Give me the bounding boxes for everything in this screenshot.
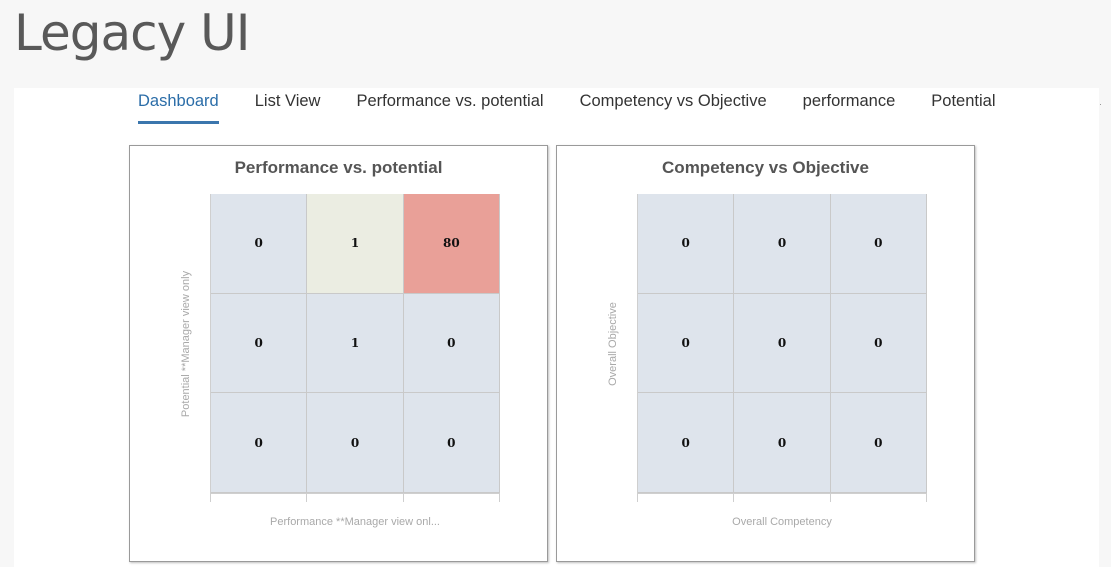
grid-cell[interactable]: 0 <box>638 393 735 493</box>
grid-cell[interactable]: 0 <box>211 293 308 394</box>
grid-cell[interactable]: 0 <box>211 194 308 294</box>
tab-list-view[interactable]: List View <box>254 92 321 110</box>
grid-cell[interactable]: 1 <box>307 194 404 294</box>
nine-box-grid: 0 1 80 0 1 0 0 0 0 <box>210 194 500 494</box>
grid-cell[interactable]: 0 <box>830 194 927 294</box>
grid-cell[interactable]: 80 <box>403 194 500 294</box>
grid-cell[interactable]: 1 <box>307 293 404 394</box>
x-axis-label: Performance **Manager view onl... <box>270 516 440 528</box>
grid-cell[interactable]: 0 <box>403 293 500 394</box>
tab-competency-vs-objective[interactable]: Competency vs Objective <box>579 92 767 110</box>
x-axis-ticks <box>637 494 927 502</box>
x-axis-ticks <box>210 494 500 502</box>
grid-cell[interactable]: 0 <box>734 393 831 493</box>
competency-vs-objective-card[interactable]: Competency vs Objective Overall Objectiv… <box>556 145 975 562</box>
tab-potential[interactable]: Potential <box>931 92 996 110</box>
grid-cell[interactable]: 0 <box>830 293 927 394</box>
nine-box-grid: 0 0 0 0 0 0 0 0 0 <box>637 194 927 494</box>
dashboard-panel: Dashboard List View Performance vs. pote… <box>14 88 1101 567</box>
grid-cell[interactable]: 0 <box>638 194 735 294</box>
grid-cell[interactable]: 0 <box>734 293 831 394</box>
page-title: Legacy UI <box>14 4 250 62</box>
grid-cell[interactable]: 0 <box>211 393 308 493</box>
grid-cell[interactable]: 0 <box>403 393 500 493</box>
card-title: Performance vs. potential <box>234 158 443 177</box>
overflow-dot <box>1100 104 1101 105</box>
grid-cell[interactable]: 0 <box>638 293 735 394</box>
tab-bar: Dashboard List View Performance vs. pote… <box>138 88 1032 128</box>
tab-performance[interactable]: performance <box>802 92 896 110</box>
grid-cell[interactable]: 0 <box>307 393 404 493</box>
grid-cell[interactable]: 0 <box>734 194 831 294</box>
tab-performance-vs-potential[interactable]: Performance vs. potential <box>356 92 544 110</box>
x-axis-label: Overall Competency <box>732 516 832 528</box>
card-title: Competency vs Objective <box>662 158 869 177</box>
tab-dashboard[interactable]: Dashboard <box>138 88 219 124</box>
grid-cell[interactable]: 0 <box>830 393 927 493</box>
performance-vs-potential-card[interactable]: Performance vs. potential Potential **Ma… <box>129 145 548 562</box>
